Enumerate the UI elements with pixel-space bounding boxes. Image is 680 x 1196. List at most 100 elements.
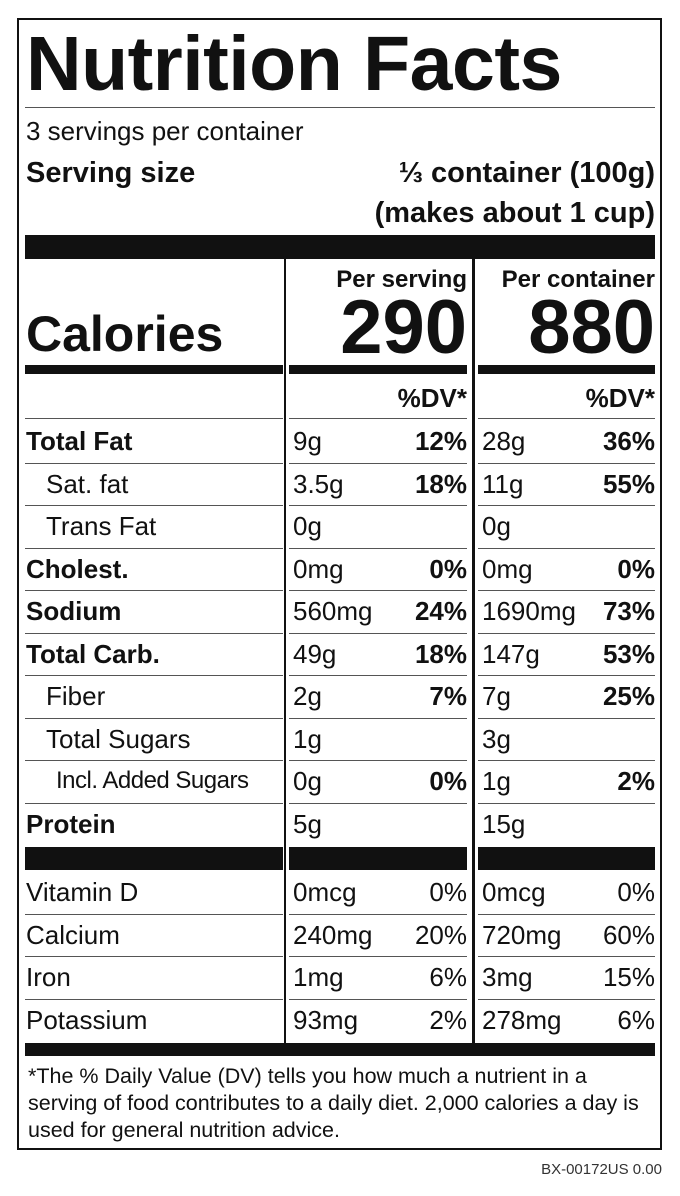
amount: 720mg xyxy=(482,919,562,950)
row-rule xyxy=(289,717,467,719)
title: Nutrition Facts xyxy=(26,21,562,107)
nutrient-name: Total Fat xyxy=(26,426,133,456)
daily-value: 18% xyxy=(414,638,467,669)
daily-value: 73% xyxy=(602,596,655,626)
black-bar xyxy=(478,365,655,374)
column-divider xyxy=(472,259,475,1045)
nutrient-name: Sodium xyxy=(26,596,122,626)
daily-value: 7% xyxy=(429,681,467,711)
row-rule xyxy=(289,913,467,915)
serving-size-label: Serving size xyxy=(26,157,196,189)
row-rule xyxy=(478,760,655,761)
nutrient-name: Total Carb. xyxy=(26,638,160,669)
row-rule xyxy=(478,547,655,549)
row-rule xyxy=(25,802,283,804)
nutrient-name: Iron xyxy=(26,962,71,992)
row-rule xyxy=(478,462,655,464)
daily-value: 24% xyxy=(414,596,467,626)
row-rule xyxy=(289,760,467,761)
row-rule xyxy=(478,675,655,676)
amount: 3g xyxy=(482,723,511,754)
daily-value: 25% xyxy=(602,681,655,711)
nutrient-name: Protein xyxy=(26,808,116,839)
calories-value: 880 xyxy=(528,285,655,370)
row-rule xyxy=(289,547,467,549)
black-bar xyxy=(25,235,655,259)
row-rule xyxy=(25,505,283,506)
row-rule xyxy=(289,956,467,957)
amount: 0mcg xyxy=(482,877,546,907)
nutrient-name: Sat. fat xyxy=(46,468,129,499)
amount: 1690mg xyxy=(482,596,576,626)
nutrient-name: Calcium xyxy=(26,919,120,950)
row-rule xyxy=(289,802,467,804)
daily-value: 12% xyxy=(414,426,467,456)
daily-value: 2% xyxy=(617,766,655,796)
daily-value: 0% xyxy=(429,877,467,907)
row-rule xyxy=(25,590,283,591)
nutrition-label xyxy=(17,18,662,1150)
black-bar xyxy=(478,847,655,870)
row-rule xyxy=(289,675,467,676)
nutrient-name: Total Sugars xyxy=(46,723,191,754)
row-rule xyxy=(478,505,655,506)
nutrient-name: Potassium xyxy=(26,1004,148,1035)
daily-value: 6% xyxy=(617,1004,655,1035)
column-header: Per serving xyxy=(336,266,467,293)
amount: 1g xyxy=(482,766,511,796)
nutrient-name: Trans Fat xyxy=(46,511,157,541)
row-rule xyxy=(478,590,655,591)
daily-value: 60% xyxy=(602,919,655,950)
amount: 0g xyxy=(293,766,322,796)
amount: 28g xyxy=(482,426,526,456)
daily-value: 0% xyxy=(617,877,655,907)
row-rule xyxy=(25,107,655,108)
servings: 3 servings per container xyxy=(26,116,304,146)
daily-value: 18% xyxy=(414,468,467,499)
amount: 93mg xyxy=(293,1004,359,1035)
daily-value: 0% xyxy=(429,766,467,796)
amount: 11g xyxy=(482,468,524,499)
row-rule xyxy=(478,632,655,634)
row-rule xyxy=(25,632,283,634)
footnote: *The % Daily Value (DV) tells you how mu… xyxy=(28,1064,639,1142)
row-rule xyxy=(478,717,655,719)
calories-label: Calories xyxy=(26,306,224,362)
amount: 240mg xyxy=(293,919,373,950)
row-rule xyxy=(289,462,467,464)
daily-value: 2% xyxy=(429,1004,467,1035)
daily-value: 6% xyxy=(429,962,467,992)
row-rule xyxy=(478,913,655,915)
nutrient-name: Incl. Added Sugars xyxy=(56,767,249,794)
daily-value: 55% xyxy=(602,468,655,499)
black-bar xyxy=(25,365,283,374)
amount: 560mg xyxy=(293,596,373,626)
row-rule xyxy=(25,717,283,719)
row-rule xyxy=(25,956,283,957)
column-divider xyxy=(284,259,286,1045)
row-rule xyxy=(25,418,283,419)
amount: 0g xyxy=(482,511,511,541)
row-rule xyxy=(289,590,467,591)
amount: 0mcg xyxy=(293,877,357,907)
row-rule xyxy=(289,632,467,634)
amount: 147g xyxy=(482,638,540,669)
row-rule xyxy=(25,760,283,761)
serving-size-value: ⅓ container (100g) xyxy=(398,157,655,189)
amount: 7g xyxy=(482,681,511,711)
row-rule xyxy=(25,675,283,676)
amount: 0mg xyxy=(293,553,344,584)
daily-value: 0% xyxy=(429,553,467,584)
nutrient-name: Vitamin D xyxy=(26,877,139,907)
column-header: Per container xyxy=(501,266,655,293)
daily-value: 36% xyxy=(602,426,655,456)
dv-header: %DV* xyxy=(585,383,655,413)
daily-value: 20% xyxy=(414,919,467,950)
row-rule xyxy=(478,998,655,1000)
row-rule xyxy=(478,956,655,957)
row-rule xyxy=(25,547,283,549)
amount: 2g xyxy=(293,681,322,711)
calories-value: 290 xyxy=(340,285,467,370)
